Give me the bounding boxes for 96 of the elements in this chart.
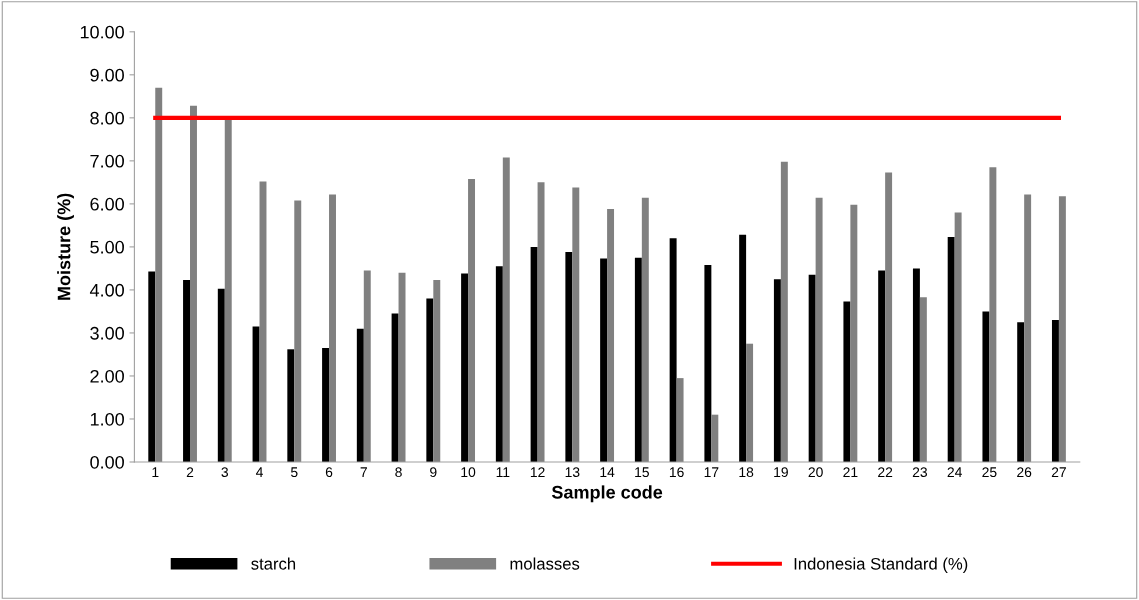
bar — [669, 238, 677, 462]
x-tick-label: 11 — [496, 467, 510, 477]
x-tick-label: 2 — [186, 467, 194, 477]
x-tick-label: 10 — [461, 467, 476, 478]
x-tick-label: 26 — [1017, 467, 1032, 478]
y-tick-label: 10.00 — [80, 25, 124, 39]
bar — [287, 349, 295, 462]
bar — [294, 200, 302, 462]
x-tick-label: 21 — [843, 467, 858, 477]
y-tick-label: 5.00 — [90, 240, 124, 254]
bar — [530, 246, 538, 462]
bar — [780, 161, 788, 462]
bar — [919, 297, 927, 462]
bar — [1024, 194, 1032, 462]
bar — [746, 343, 754, 462]
y-tick-label: 9.00 — [90, 68, 124, 82]
bar — [912, 268, 920, 462]
legend-label: Indonesia Standard (%) — [794, 557, 968, 573]
y-tick-label: 8.00 — [90, 111, 124, 125]
bar — [607, 209, 615, 462]
bar — [329, 194, 336, 462]
x-tick-label: 27 — [1051, 467, 1066, 477]
y-tick-label: 6.00 — [90, 197, 124, 211]
bar — [947, 237, 955, 462]
bar — [815, 197, 823, 462]
bar — [224, 118, 232, 462]
bar — [502, 157, 510, 462]
bar — [1017, 322, 1025, 462]
x-tick-label: 16 — [669, 467, 684, 478]
y-tick-label: 3.00 — [90, 326, 124, 340]
bar — [989, 167, 997, 462]
legend-label: molasses — [510, 557, 580, 570]
x-tick-label: 18 — [739, 467, 754, 478]
x-tick-label: 7 — [360, 467, 367, 477]
bar — [398, 272, 406, 462]
x-tick-label: 3 — [221, 467, 229, 478]
bar — [982, 311, 990, 462]
bar — [641, 197, 649, 462]
x-tick-label: 25 — [982, 467, 997, 478]
x-tick-label: 1 — [152, 467, 159, 477]
bar — [426, 298, 434, 462]
bar — [1051, 320, 1059, 462]
x-tick-label: 8 — [395, 467, 402, 478]
x-tick-label: 22 — [878, 467, 893, 477]
bar — [356, 328, 364, 462]
bar — [1058, 196, 1066, 462]
bar — [363, 270, 371, 462]
bar — [495, 266, 503, 462]
bar — [843, 301, 851, 462]
bar — [954, 212, 962, 462]
bar — [565, 252, 573, 462]
x-tick-label: 17 — [704, 467, 719, 477]
x-tick-label: 4 — [255, 467, 263, 477]
x-axis-title: Sample code — [551, 485, 663, 503]
legend-label: starch — [251, 557, 296, 570]
y-tick-label: 7.00 — [90, 154, 124, 168]
x-tick-label: 9 — [430, 467, 437, 478]
bar — [155, 87, 163, 462]
x-tick-label: 12 — [530, 467, 545, 477]
y-axis-title: Moisture (%) — [57, 193, 74, 300]
bar — [711, 414, 719, 462]
bar — [183, 280, 191, 462]
x-tick-label: 13 — [565, 467, 580, 478]
y-tick-label: 4.00 — [89, 283, 124, 297]
bar — [808, 274, 816, 462]
bar — [322, 348, 330, 462]
y-tick-label: 2.00 — [90, 369, 124, 383]
x-tick-label: 20 — [808, 467, 823, 478]
x-tick-label: 23 — [912, 467, 928, 478]
bar — [190, 105, 197, 462]
bar — [537, 182, 545, 462]
bar — [468, 178, 476, 462]
x-tick-label: 19 — [774, 467, 788, 478]
bar — [252, 326, 260, 462]
bar — [391, 313, 399, 462]
x-tick-label: 24 — [947, 467, 962, 477]
bar — [461, 273, 469, 462]
bar — [850, 204, 858, 462]
y-tick-label: 1.00 — [90, 412, 124, 426]
bar — [704, 264, 712, 462]
bar — [773, 279, 781, 462]
x-tick-label: 5 — [290, 467, 298, 478]
bar — [676, 378, 684, 462]
bar — [433, 280, 441, 462]
bar — [600, 258, 608, 462]
x-tick-label: 6 — [325, 467, 333, 478]
bar — [217, 288, 225, 462]
bar — [148, 271, 156, 462]
x-tick-label: 15 — [635, 467, 649, 478]
y-tick-label: 0.00 — [90, 455, 124, 469]
bar — [878, 270, 886, 462]
bar — [739, 234, 747, 462]
bar — [634, 257, 642, 462]
x-tick-label: 14 — [600, 467, 615, 477]
bar — [572, 187, 580, 462]
bar — [885, 172, 893, 462]
